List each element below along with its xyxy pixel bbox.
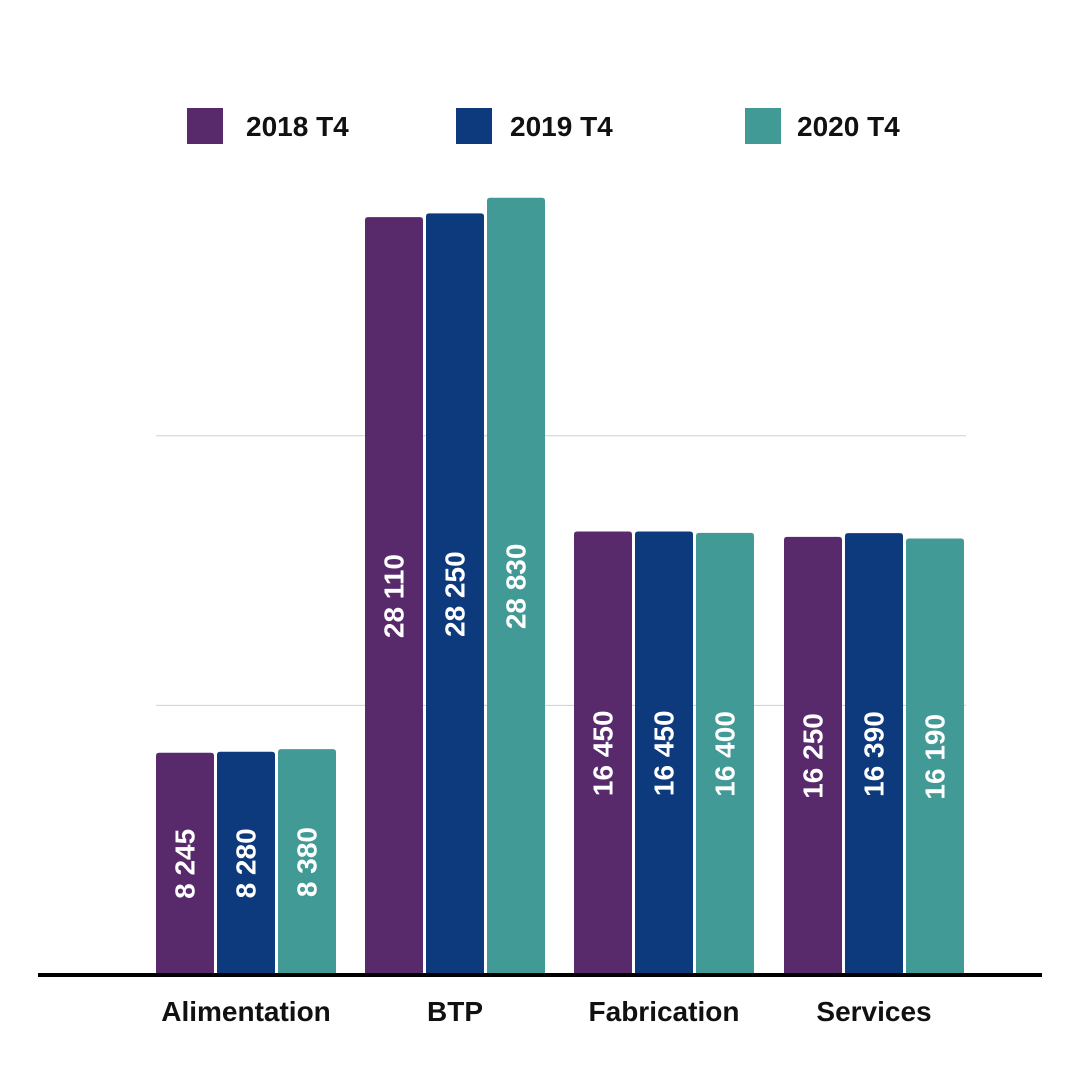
bars xyxy=(156,197,964,976)
category-label: BTP xyxy=(427,996,483,1027)
legend-swatch xyxy=(456,108,492,144)
data-label: 28 250 xyxy=(440,551,471,637)
bar xyxy=(906,538,964,975)
data-label: 16 390 xyxy=(859,711,890,797)
legend-item: 2019 T4 xyxy=(456,108,613,144)
data-label: 16 400 xyxy=(710,711,741,797)
legend: 2018 T4 2019 T4 2020 T4 xyxy=(187,108,900,144)
legend-item: 2018 T4 xyxy=(187,108,349,144)
bar xyxy=(426,213,484,975)
legend-swatch xyxy=(187,108,223,144)
data-label: 8 280 xyxy=(231,828,262,898)
bar xyxy=(635,531,693,975)
category-label: Alimentation xyxy=(161,996,331,1027)
legend-item: 2020 T4 xyxy=(745,108,900,144)
category-labels: Alimentation BTP Fabrication Services xyxy=(161,996,931,1027)
data-label: 8 245 xyxy=(170,829,201,899)
legend-label: 2020 T4 xyxy=(797,111,900,142)
legend-label: 2018 T4 xyxy=(246,111,349,142)
gridlines xyxy=(156,435,966,706)
bar xyxy=(696,532,754,975)
data-label: 28 110 xyxy=(379,554,410,638)
data-label: 28 830 xyxy=(501,544,532,630)
legend-swatch xyxy=(745,108,781,144)
data-label: 8 380 xyxy=(292,827,323,897)
bar xyxy=(574,531,632,975)
bar xyxy=(784,536,842,975)
legend-label: 2019 T4 xyxy=(510,111,613,142)
bar xyxy=(845,533,903,975)
data-label: 16 250 xyxy=(798,713,829,799)
data-labels: 8 245 8 280 8 380 28 110 28 250 28 830 16 450 1… xyxy=(170,544,951,899)
bar xyxy=(278,749,336,975)
data-label: 16 190 xyxy=(920,714,951,800)
bar xyxy=(365,217,423,975)
data-label: 16 450 xyxy=(649,710,680,796)
category-label: Services xyxy=(816,996,931,1027)
bar xyxy=(487,197,545,976)
bar xyxy=(217,751,275,975)
data-label: 16 450 xyxy=(588,710,619,796)
bar xyxy=(156,752,214,975)
category-label: Fabrication xyxy=(589,996,740,1027)
